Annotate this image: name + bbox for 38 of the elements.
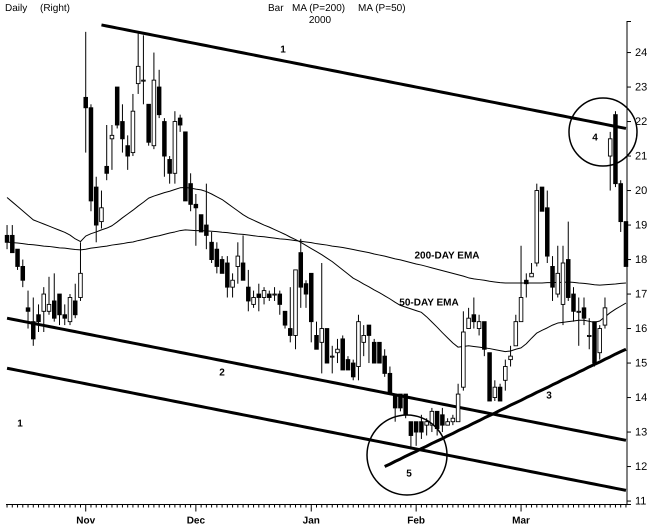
y-tick-label: 11 [635, 496, 646, 508]
x-tick-label: Jan [302, 516, 320, 526]
y-tick-label: 13 [635, 426, 648, 439]
annotation: 50-DAY EMA [399, 298, 459, 308]
y-tick-label: 14 [635, 392, 648, 404]
y-tick-label: 19 [635, 220, 648, 232]
annotation: 1 [17, 418, 24, 430]
y-tick-label: 24 [635, 47, 648, 60]
y-tick-label: 20 [635, 185, 648, 198]
y-tick-label: 18 [635, 254, 648, 266]
text: MA (P=200) [292, 3, 346, 14]
text: MA (P=50) [358, 3, 406, 14]
candlestick [110, 124, 114, 170]
annotation: 2 [219, 368, 226, 378]
x-tick-label: Feb [407, 516, 426, 526]
annotation: 1 [280, 44, 286, 56]
y-tick-label: 21 [635, 150, 648, 163]
text: (Right) [40, 3, 70, 14]
y-tick-label: 17 [635, 288, 648, 301]
candlestick [104, 124, 109, 181]
y-tick-label: 15 [635, 358, 648, 370]
y-tick-label: 12 [635, 461, 648, 474]
chart-title: Daily [5, 3, 28, 14]
x-tick-label: Mar [512, 516, 530, 526]
candlestick [529, 262, 534, 278]
x-tick-label: Nov [76, 516, 96, 526]
candlestick [282, 310, 288, 330]
text: Bar [268, 3, 284, 14]
annotation: 5 [406, 468, 412, 480]
y-tick-label: 16 [635, 323, 648, 336]
candlestick [503, 359, 508, 392]
annotation: 4 [592, 132, 598, 144]
x-tick-label: Dec [186, 516, 206, 526]
y-tick-label: 23 [635, 82, 648, 94]
candlestick [602, 297, 608, 330]
annotation: 3 [546, 390, 552, 402]
annotation: 2000 [308, 15, 332, 26]
annotation: 200-DAY EMA [414, 250, 480, 262]
